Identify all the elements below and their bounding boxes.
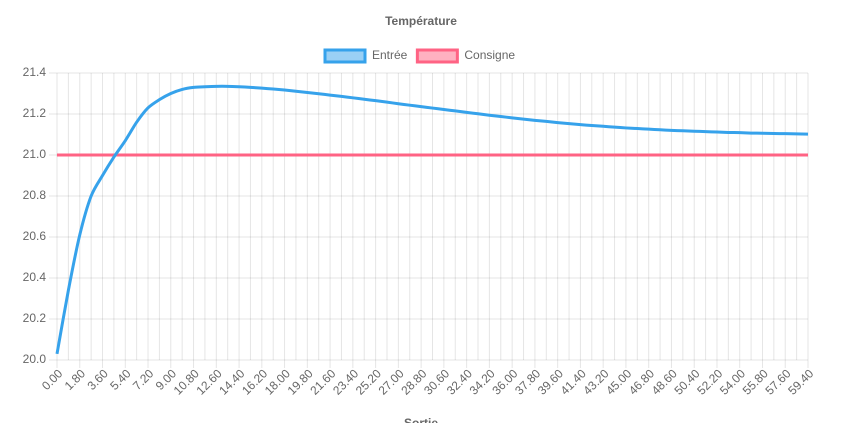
y-tick-label: 21.4 (23, 65, 47, 79)
x-axis-title: Sortie (404, 416, 438, 423)
y-tick-label: 21.0 (23, 147, 47, 161)
legend-label: Entrée (372, 48, 408, 62)
y-tick-label: 20.8 (23, 188, 47, 202)
x-tick-label: 1.80 (62, 366, 89, 393)
y-tick-label: 20.4 (23, 270, 47, 284)
legend-label: Consigne (464, 48, 515, 62)
legend-swatch (323, 48, 367, 64)
y-tick-label: 20.6 (23, 229, 47, 243)
x-tick-label: 7.20 (130, 366, 157, 393)
x-tick-label: 0.00 (39, 366, 66, 393)
y-tick-label: 20.2 (23, 311, 47, 325)
x-tick-label: 5.40 (107, 366, 134, 393)
x-tick-label: 59.40 (785, 366, 816, 397)
chart-title: Température (385, 14, 457, 28)
x-tick-label: 3.60 (84, 366, 111, 393)
y-tick-label: 21.2 (23, 106, 47, 120)
line (55, 84, 809, 355)
legend-swatch (415, 48, 459, 64)
y-tick-label: 20.0 (23, 352, 47, 366)
